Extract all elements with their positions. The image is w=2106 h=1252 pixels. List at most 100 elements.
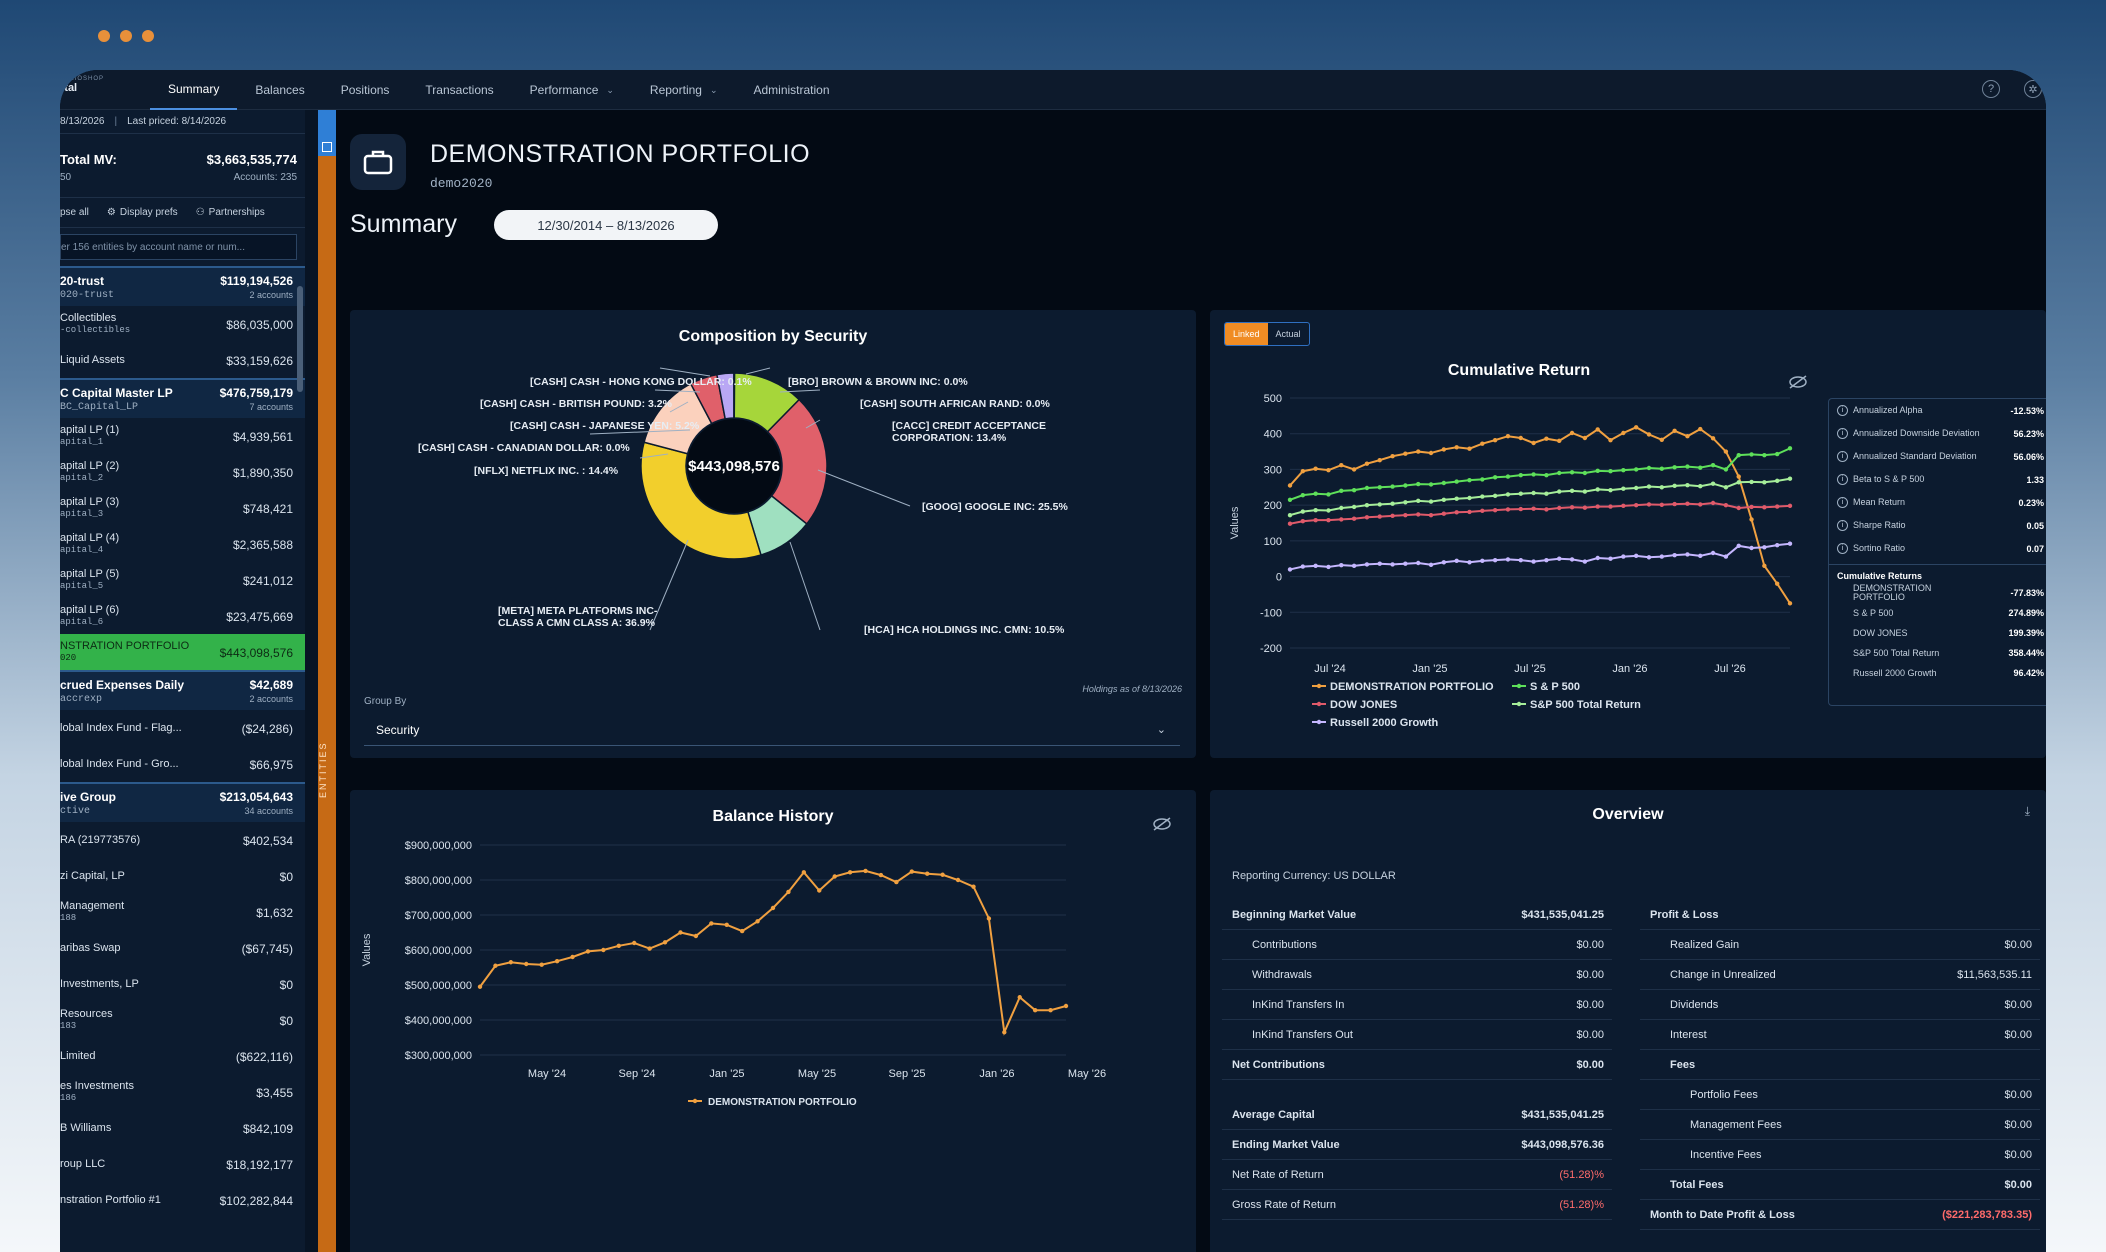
pie-slice[interactable] — [640, 441, 762, 560]
sidebar-scrollbar[interactable] — [297, 286, 303, 392]
legend-label[interactable]: DEMONSTRATION PORTFOLIO — [708, 1097, 857, 1108]
balance-history-card: Balance History $900,000,000 $800,000,000… — [350, 790, 1196, 1252]
brand-logo[interactable]: FOLIOSHOP rtal — [60, 76, 140, 94]
group-by-select[interactable]: Security ⌄ — [364, 714, 1180, 746]
download-icon[interactable]: ⤓ — [2024, 804, 2030, 818]
legend-label[interactable]: S & P 500 — [1530, 681, 1580, 693]
nav-tab-summary[interactable]: Summary — [150, 70, 238, 110]
entity-item[interactable]: apital LP (4) apital_4 $2,365,588 — [60, 526, 305, 562]
data-point — [1287, 497, 1293, 502]
nav-tab-administration[interactable]: Administration — [736, 70, 848, 110]
data-point — [1557, 438, 1562, 444]
entity-item[interactable]: NSTRATION PORTFOLIO 020 $443,098,576 — [60, 634, 305, 670]
legend-label[interactable]: S&P 500 Total Return — [1530, 699, 1641, 711]
entity-group[interactable]: crued Expenses Daily $42,689 accrexp 2 acco… — [60, 670, 305, 710]
entity-item[interactable]: lobal Index Fund - Gro... $66,975 — [60, 746, 305, 782]
entity-item[interactable]: apital LP (2) apital_2 $1,890,350 — [60, 454, 305, 490]
collapse-panel-icon[interactable] — [318, 110, 336, 156]
data-point — [1441, 480, 1447, 486]
data-point — [1454, 510, 1459, 515]
info-icon[interactable]: i — [1837, 543, 1848, 554]
nav-tab-balances[interactable]: Balances — [237, 70, 322, 110]
entity-item[interactable]: aribas Swap ($67,745) — [60, 930, 305, 966]
data-point — [1749, 545, 1754, 551]
entity-item[interactable]: lobal Index Fund - Flag... ($24,286) — [60, 710, 305, 746]
entity-name: Liquid Assets — [60, 354, 125, 366]
data-point — [1416, 449, 1421, 454]
entity-item[interactable]: es Investments 186 $3,455 — [60, 1074, 305, 1110]
window-dot[interactable] — [98, 30, 110, 42]
help-icon[interactable]: ? — [1982, 80, 2000, 98]
entity-item[interactable]: B Williams $842,109 — [60, 1110, 305, 1146]
entity-item[interactable]: Liquid Assets $33,159,626 — [60, 342, 305, 378]
nav-tab-transactions[interactable]: Transactions — [407, 70, 511, 110]
entity-item[interactable]: Collectibles -collectibles $86,035,000 — [60, 306, 305, 342]
entity-item[interactable]: Investments, LP $0 — [60, 966, 305, 1002]
actual-toggle[interactable]: Actual — [1275, 329, 1301, 339]
gear-icon: ⚙ — [106, 207, 116, 218]
window-dot[interactable] — [120, 30, 132, 42]
info-icon[interactable]: i — [1837, 405, 1848, 416]
collapse-all-button[interactable]: pse all — [60, 207, 89, 218]
data-point — [1313, 466, 1318, 471]
entity-group[interactable]: 20-trust $119,194,526 020-trust 2 accounts — [60, 266, 305, 306]
legend-label[interactable]: DEMONSTRATION PORTFOLIO — [1330, 681, 1494, 693]
pie-leader-line — [654, 389, 701, 393]
data-point — [1736, 452, 1741, 458]
series-line[interactable] — [1289, 501, 1791, 525]
entity-value: $0 — [279, 870, 293, 884]
info-icon[interactable]: i — [1837, 474, 1848, 485]
entity-item[interactable]: apital LP (5) apital_5 $241,012 — [60, 562, 305, 598]
info-icon[interactable]: i — [1837, 428, 1848, 439]
hide-series-icon[interactable] — [1789, 375, 1807, 389]
info-icon[interactable]: i — [1837, 520, 1848, 531]
entity-item[interactable]: apital LP (1) apital_1 $4,939,561 — [60, 418, 305, 454]
entity-group-count: 34 accounts — [244, 806, 293, 816]
data-point — [878, 872, 884, 878]
data-point — [616, 943, 621, 948]
entity-item[interactable]: nstration Portfolio #1 $102,282,844 — [60, 1182, 305, 1218]
partnerships-button[interactable]: ⚇ Partnerships — [196, 207, 265, 218]
data-point — [1339, 562, 1344, 568]
series-line[interactable] — [479, 869, 1067, 1036]
display-prefs-button[interactable]: ⚙ Display prefs — [107, 207, 178, 218]
nav-tab-reporting[interactable]: Reporting ⌄ — [632, 70, 736, 110]
entity-item[interactable]: zi Capital, LP $0 — [60, 858, 305, 894]
info-icon[interactable]: i — [1837, 497, 1848, 508]
nav-tab-positions[interactable]: Positions — [323, 70, 408, 110]
series-line[interactable] — [1289, 477, 1791, 517]
entity-item[interactable]: roup LLC $18,192,177 — [60, 1146, 305, 1182]
series-line[interactable] — [1289, 426, 1791, 604]
entity-item[interactable]: apital LP (6) apital_6 $23,475,669 — [60, 598, 305, 634]
entity-item[interactable]: Limited ($622,116) — [60, 1038, 305, 1074]
entity-group[interactable]: ive Group $213,054,643 ctive 34 accounts — [60, 782, 305, 822]
entity-search-input[interactable]: er 156 entities by account name or num..… — [60, 234, 297, 260]
nav-tab-performance[interactable]: Performance ⌄ — [512, 70, 632, 110]
entity-name: NSTRATION PORTFOLIO — [60, 640, 190, 652]
linked-toggle[interactable]: Linked — [1225, 323, 1268, 345]
series-line[interactable] — [1289, 542, 1791, 571]
data-point — [1736, 543, 1741, 549]
info-icon[interactable]: i — [1837, 451, 1848, 462]
as-of-date: 8/13/2026 — [60, 116, 105, 127]
entity-item[interactable]: Management 188 $1,632 — [60, 894, 305, 930]
window-dot[interactable] — [142, 30, 154, 42]
people-icon: ⚇ — [195, 207, 205, 218]
entity-group-code: 020-trust — [60, 290, 115, 301]
entity-item[interactable]: apital LP (3) apital_3 $748,421 — [60, 490, 305, 526]
data-point — [1621, 430, 1626, 436]
stat-label: Annualized Standard Deviation — [1853, 451, 1977, 461]
legend-label[interactable]: Russell 2000 Growth — [1330, 717, 1438, 729]
series-line[interactable] — [1289, 447, 1791, 501]
settings-icon[interactable]: ✲ — [2024, 80, 2042, 98]
entity-item[interactable]: RA (219773576) $402,534 — [60, 822, 305, 858]
entity-group[interactable]: C Capital Master LP $476,759,179 BC_Capita… — [60, 378, 305, 418]
entity-item[interactable]: Resources 183 $0 — [60, 1002, 305, 1038]
date-range-picker[interactable]: 12/30/2014 – 8/13/2026 — [494, 210, 718, 240]
entity-group-name: crued Expenses Daily — [60, 678, 185, 692]
hide-series-icon[interactable] — [1153, 817, 1171, 831]
entities-tab-strip[interactable]: ENTITIES — [318, 110, 336, 1252]
legend-label[interactable]: DOW JONES — [1330, 699, 1397, 711]
pie-slice[interactable] — [733, 372, 736, 419]
data-point — [1364, 562, 1370, 567]
